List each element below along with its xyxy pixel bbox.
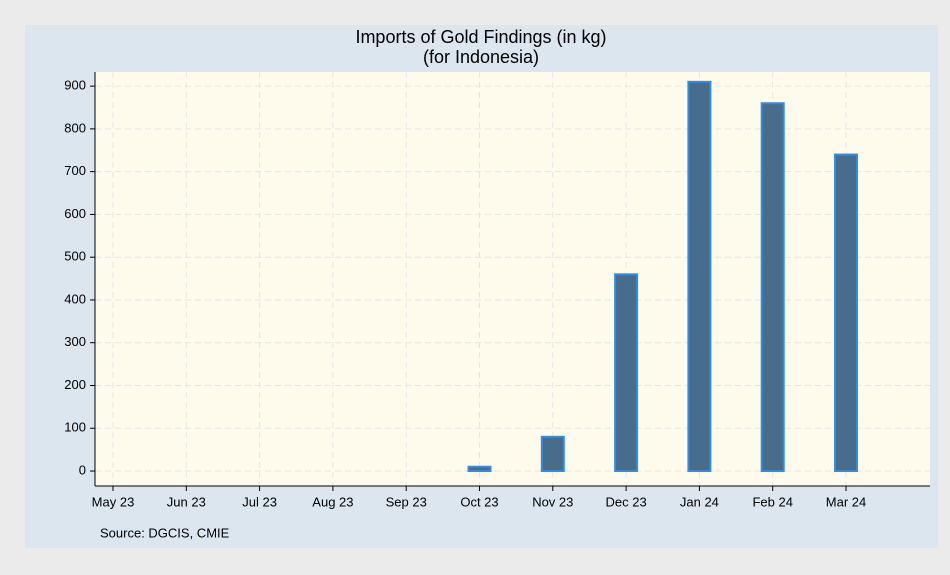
bar — [467, 465, 492, 473]
x-tick-label: Jun 23 — [167, 494, 206, 509]
bar — [540, 435, 565, 473]
source-note: Source: DGCIS, CMIE — [100, 525, 230, 540]
bar — [687, 80, 712, 473]
x-tick-label: Jul 23 — [242, 494, 277, 509]
y-tick-label: 100 — [64, 420, 86, 435]
chart-subtitle: (for Indonesia) — [423, 47, 539, 67]
y-tick-label: 600 — [64, 206, 86, 221]
x-tick-label: Jan 24 — [680, 494, 719, 509]
y-tick-label: 400 — [64, 291, 86, 306]
x-tick-label: Dec 23 — [605, 494, 646, 509]
y-tick-label: 500 — [64, 249, 86, 264]
y-tick-label: 900 — [64, 78, 86, 93]
x-tick-label: Aug 23 — [312, 494, 353, 509]
y-tick-label: 200 — [64, 377, 86, 392]
bar — [614, 273, 639, 473]
chart-title: Imports of Gold Findings (in kg) — [355, 27, 606, 47]
x-tick-label: Feb 24 — [752, 494, 792, 509]
x-tick-label: Nov 23 — [532, 494, 573, 509]
x-tick-label: Sep 23 — [386, 494, 427, 509]
plot-area — [95, 72, 930, 486]
x-tick-label: May 23 — [92, 494, 135, 509]
x-tick-label: Oct 23 — [460, 494, 498, 509]
x-tick-label: Mar 24 — [826, 494, 866, 509]
y-tick-label: 300 — [64, 334, 86, 349]
y-tick-label: 700 — [64, 163, 86, 178]
bar — [760, 102, 785, 473]
y-tick-label: 800 — [64, 120, 86, 135]
bar — [834, 153, 858, 473]
y-tick-label: 0 — [79, 462, 86, 477]
